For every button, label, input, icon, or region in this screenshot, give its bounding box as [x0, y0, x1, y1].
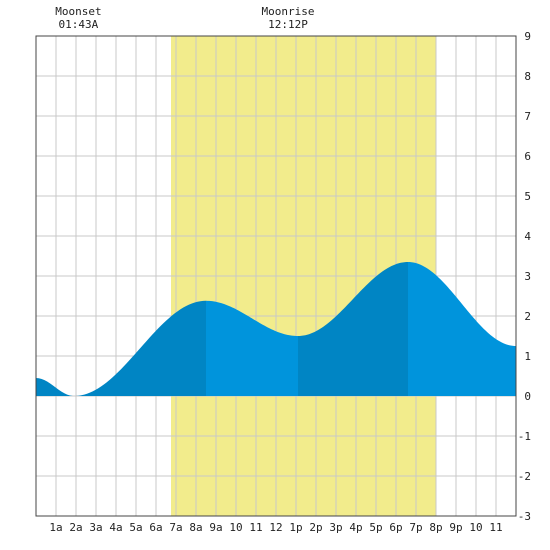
tide-segment: [36, 300, 206, 396]
x-tick-label: 11: [249, 521, 262, 534]
x-tick-label: 2p: [309, 521, 322, 534]
moon-event-label: Moonrise: [262, 5, 315, 18]
y-tick-label: 0: [524, 390, 531, 403]
y-tick-label: 1: [524, 350, 531, 363]
x-tick-label: 3a: [89, 521, 102, 534]
moon-event-time: 12:12P: [268, 18, 308, 31]
y-tick-label: 5: [524, 190, 531, 203]
y-tick-label: 9: [524, 30, 531, 43]
moon-event-label: Moonset: [55, 5, 101, 18]
tide-segment: [206, 300, 298, 396]
plot-border: [35, 35, 517, 517]
x-axis-ticks: 1a 2a 3a 4a 5a 6a 7a 8a 9a 10 11 12 1p 2p 3p 4p 5p 6p 7p 8p…: [49, 521, 502, 534]
x-tick-label: 5p: [369, 521, 382, 534]
x-tick-label: 4a: [109, 521, 122, 534]
x-tick-label: 2a: [69, 521, 82, 534]
x-tick-label: 4p: [349, 521, 362, 534]
y-axis-ticks: 9 8 7 6 5 4 3 2 1 0 -1 -2 -3: [518, 30, 532, 523]
x-tick-label: 9a: [209, 521, 222, 534]
y-tick-label: 7: [524, 110, 531, 123]
y-tick-label: 2: [524, 310, 531, 323]
tide-segment: [298, 262, 408, 396]
y-tick-label: -3: [518, 510, 531, 523]
x-tick-label: 11: [489, 521, 502, 534]
x-tick-label: 6a: [149, 521, 162, 534]
y-tick-label: 8: [524, 70, 531, 83]
y-tick-label: 4: [524, 230, 531, 243]
moon-event-time: 01:43A: [59, 18, 99, 31]
x-tick-label: 10: [229, 521, 242, 534]
x-tick-label: 6p: [389, 521, 402, 534]
tide-segment: [408, 262, 516, 396]
x-tick-label: 3p: [329, 521, 342, 534]
y-tick-label: 3: [524, 270, 531, 283]
tide-area: [36, 262, 516, 396]
x-tick-label: 8a: [189, 521, 202, 534]
x-tick-label: 7a: [169, 521, 182, 534]
y-tick-label: -2: [518, 470, 531, 483]
y-tick-label: -1: [518, 430, 531, 443]
y-tick-label: 6: [524, 150, 531, 163]
x-tick-label: 1p: [289, 521, 302, 534]
x-tick-label: 8p: [429, 521, 442, 534]
x-tick-label: 1a: [49, 521, 62, 534]
x-tick-label: 10: [469, 521, 482, 534]
x-tick-label: 9p: [449, 521, 462, 534]
x-tick-label: 5a: [129, 521, 142, 534]
x-tick-label: 7p: [409, 521, 422, 534]
x-tick-label: 12: [269, 521, 282, 534]
